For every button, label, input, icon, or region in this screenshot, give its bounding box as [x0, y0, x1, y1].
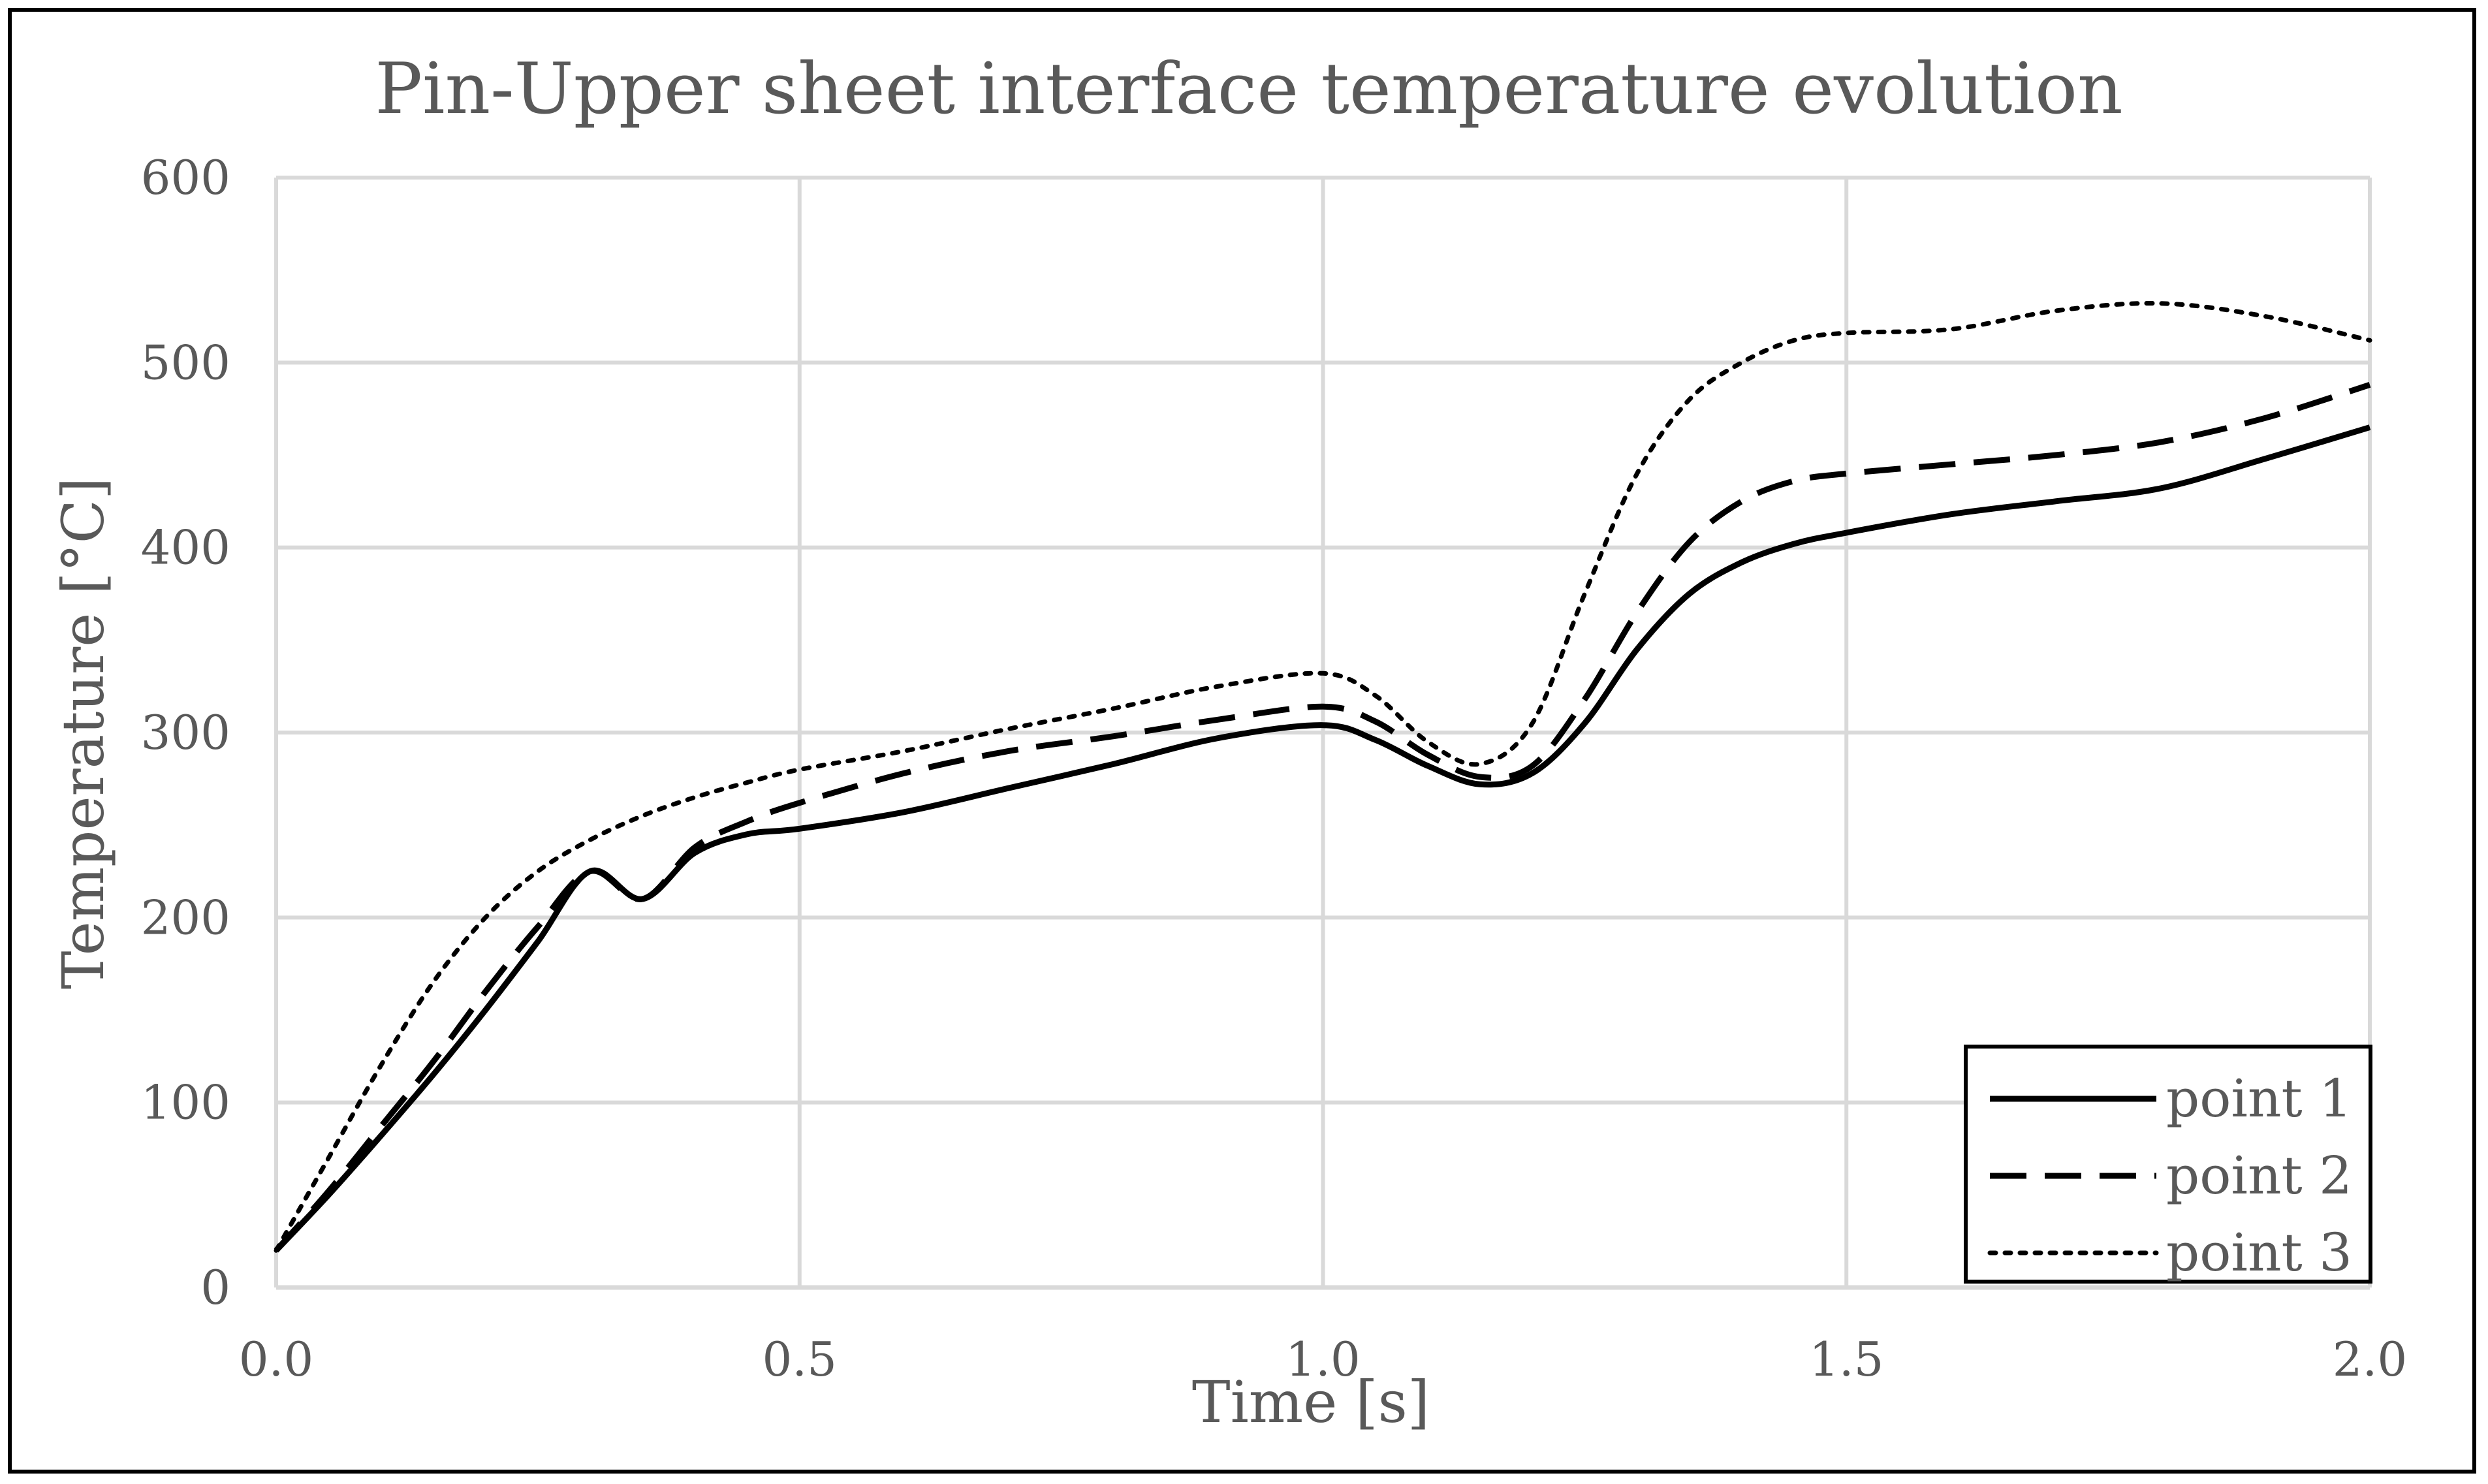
y-tick-label: 200 [141, 890, 230, 945]
x-tick-label: 0.5 [762, 1332, 837, 1387]
legend-box [1964, 1045, 2372, 1284]
x-tick-label: 1.5 [1809, 1332, 1884, 1387]
y-tick-label: 500 [141, 335, 230, 390]
legend: point 1 point 2 point 3 [1964, 1045, 2372, 1284]
grid-layer [274, 176, 2372, 1287]
series-layer [274, 300, 2372, 1253]
legend-label-point-2: point 2 [2166, 1145, 2352, 1206]
chart-frame: Pin-Upper sheet interface temperature ev… [8, 8, 2476, 1474]
series-line-point-3 [274, 300, 2372, 1253]
legend-label-point-1: point 1 [2166, 1068, 2352, 1129]
chart-svg: Pin-Upper sheet interface temperature ev… [50, 48, 2408, 1436]
y-tick-label: 100 [141, 1075, 230, 1130]
series-line-point-2 [274, 382, 2371, 1253]
series-line-point-1 [274, 424, 2371, 1253]
x-tick-label: 2.0 [2333, 1332, 2408, 1387]
y-axis-title: Temperature [°C] [50, 477, 117, 989]
chart-title: Pin-Upper sheet interface temperature ev… [375, 48, 2122, 130]
legend-items: point 1 point 2 point 3 [1987, 1068, 2352, 1283]
x-axis-title: Time [s] [1192, 1368, 1430, 1436]
y-tick-label: 0 [200, 1260, 230, 1315]
legend-label-point-3: point 3 [2166, 1222, 2352, 1283]
y-tick-label: 300 [141, 705, 230, 760]
y-tick-label: 600 [141, 150, 230, 205]
x-tick-label: 1.0 [1285, 1332, 1361, 1387]
tick-labels: 0 100 200 300 400 500 600 0.0 0.5 1.0 1.5 2.0 [141, 150, 2408, 1387]
y-tick-label: 400 [141, 520, 230, 575]
x-tick-label: 0.0 [239, 1332, 314, 1387]
